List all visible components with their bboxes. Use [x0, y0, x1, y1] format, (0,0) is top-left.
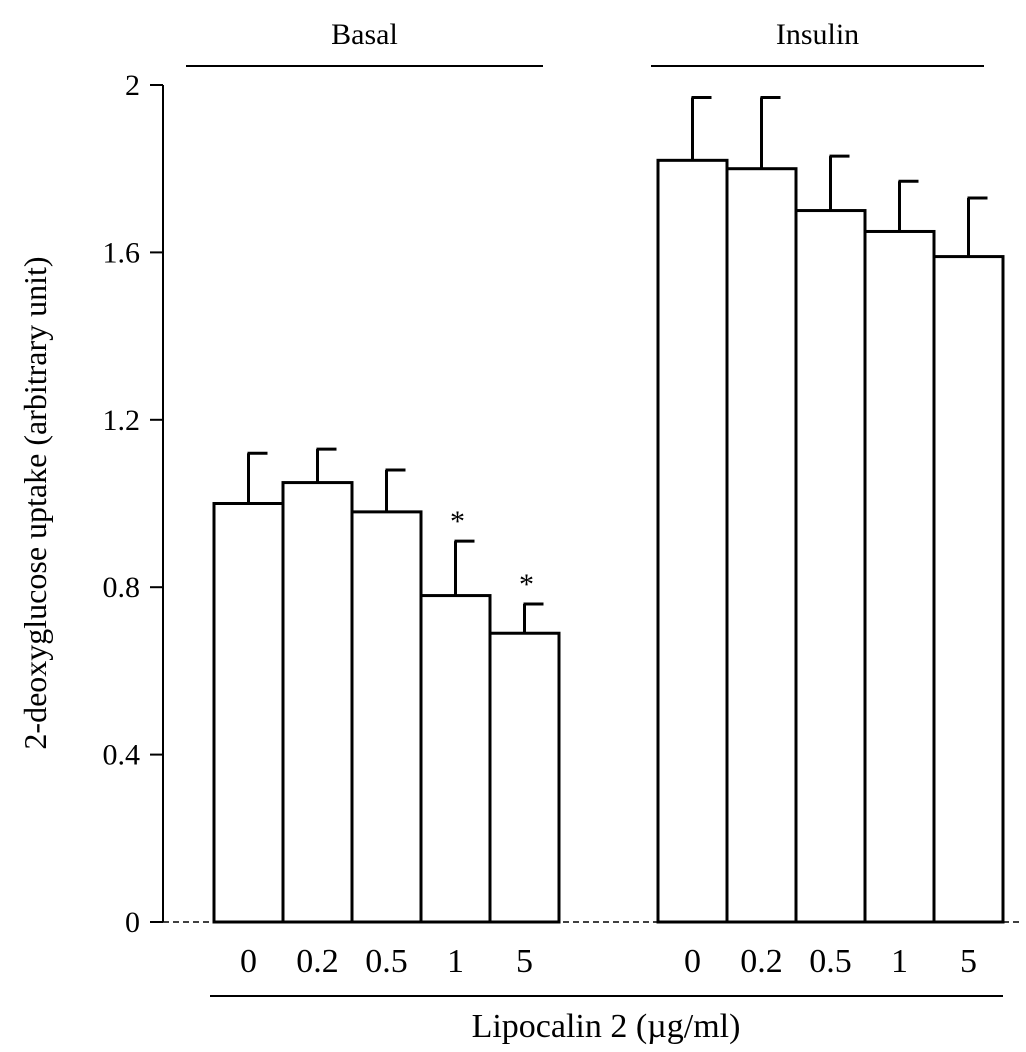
category-label: 0.2: [296, 943, 339, 980]
group-label: Insulin: [776, 18, 859, 51]
bar: [658, 160, 727, 922]
bar: [865, 231, 934, 922]
significance-asterisk: *: [450, 505, 465, 538]
bar: [727, 169, 796, 922]
bar: [283, 483, 352, 922]
category-label: 0: [684, 943, 701, 980]
category-label: 0.5: [809, 943, 852, 980]
y-ticks: 0 0.4 0.8 1.2 1.6 2: [103, 69, 164, 939]
x-axis-title: Lipocalin 2 (µg/ml): [472, 1008, 741, 1045]
category-labels: 0 0.2 0.5 1 5 0 0.2 0.5 1 5: [240, 943, 977, 980]
group-label: Basal: [331, 18, 398, 51]
bar: [352, 512, 421, 922]
y-tick-label: 1.2: [103, 404, 141, 437]
bar: [214, 504, 283, 923]
group-labels: Basal Insulin: [186, 18, 984, 66]
bar: [934, 257, 1003, 922]
bar: [796, 211, 865, 922]
y-tick-label: 2: [125, 69, 140, 102]
category-label: 5: [516, 943, 533, 980]
y-tick-label: 0: [125, 906, 140, 939]
category-label: 5: [960, 943, 977, 980]
bars: [214, 160, 1003, 922]
bar: [490, 633, 559, 922]
category-label: 0: [240, 943, 257, 980]
category-label: 0.5: [365, 943, 408, 980]
category-label: 1: [891, 943, 908, 980]
y-axis-title: 2-deoxyglucose uptake (arbitrary unit): [17, 256, 53, 749]
significance-asterisk: *: [519, 568, 534, 601]
category-label: 1: [447, 943, 464, 980]
category-label: 0.2: [740, 943, 783, 980]
bar: [421, 596, 490, 922]
y-tick-label: 1.6: [103, 236, 141, 269]
y-tick-label: 0.8: [103, 571, 141, 604]
y-tick-label: 0.4: [103, 739, 141, 772]
